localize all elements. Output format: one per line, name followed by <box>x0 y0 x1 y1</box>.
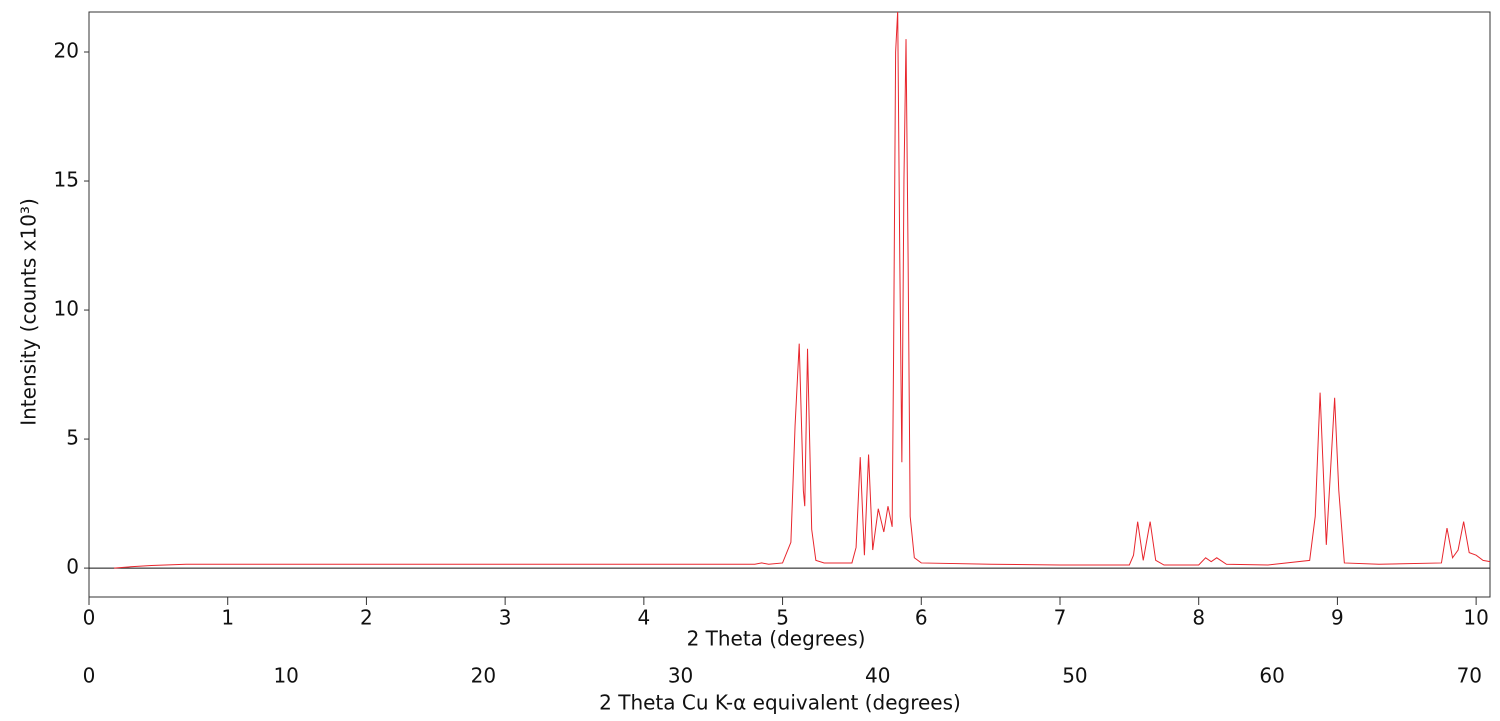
x-tick-label: 5 <box>776 606 789 630</box>
plot-area <box>113 12 1490 569</box>
y-tick-label: 5 <box>66 426 79 450</box>
x2-tick-label: 20 <box>471 664 496 688</box>
x-tick-label: 10 <box>1463 606 1488 630</box>
plot-frame <box>88 11 1491 598</box>
x-tick-label: 6 <box>915 606 928 630</box>
x2-tick-label: 0 <box>83 664 96 688</box>
x2-tick-label: 40 <box>865 664 890 688</box>
y-tick-label: 10 <box>54 297 79 321</box>
x-tick-label: 3 <box>499 606 512 630</box>
x-tick-label: 4 <box>637 606 650 630</box>
y-tick-label: 15 <box>54 168 79 192</box>
x-tick-label: 2 <box>360 606 373 630</box>
x-tick-label: 7 <box>1054 606 1067 630</box>
x2-tick-label: 70 <box>1457 664 1482 688</box>
x2-tick-label: 30 <box>668 664 693 688</box>
x-tick-label: 0 <box>83 606 96 630</box>
y-tick-label: 0 <box>66 555 79 579</box>
y-tick-label: 20 <box>54 38 79 62</box>
x-axis-label: 2 Theta (degrees) <box>687 627 866 651</box>
x-tick-label: 9 <box>1331 606 1344 630</box>
x-tick-label: 8 <box>1192 606 1205 630</box>
y-axis-label: Intensity (counts x10³) <box>17 198 41 426</box>
data-line <box>113 12 1490 569</box>
x-tick-label: 1 <box>221 606 234 630</box>
x2-axis-label: 2 Theta Cu K-α equivalent (degrees) <box>599 691 961 715</box>
x2-tick-label: 10 <box>273 664 298 688</box>
x2-tick-label: 60 <box>1259 664 1284 688</box>
x2-tick-label: 50 <box>1062 664 1087 688</box>
